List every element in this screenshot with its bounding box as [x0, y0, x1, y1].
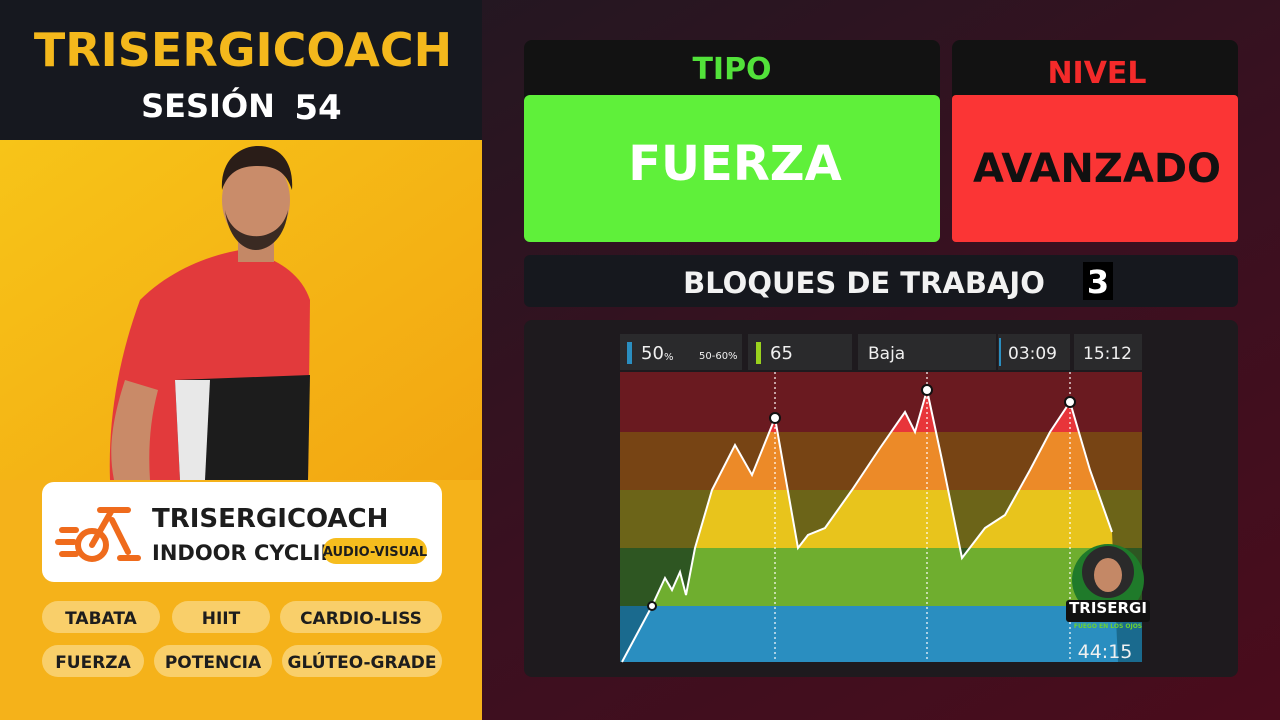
- power-range: 50-60%: [699, 351, 738, 362]
- tag: FUERZA: [55, 653, 131, 673]
- blocks-value: 3: [1087, 263, 1109, 301]
- cadence: 65: [770, 343, 793, 364]
- tag-pill: [42, 601, 160, 633]
- brand-subtitle: INDOOR CYCLING: [152, 541, 355, 565]
- session-number: 54: [294, 88, 341, 128]
- tag: GLÚTEO-GRADE: [288, 651, 437, 673]
- badge: [323, 538, 427, 564]
- marker-dots: [647, 384, 1076, 611]
- tag-pill: [280, 601, 442, 633]
- logo-name: TRISERGI: [1069, 599, 1147, 617]
- tag: HIIT: [202, 609, 241, 629]
- logo: [1066, 544, 1150, 622]
- tag-pill: [282, 645, 442, 677]
- interval-time: 03:09: [1008, 344, 1057, 364]
- intensity: Baja: [868, 344, 905, 364]
- level-value: AVANZADO: [973, 146, 1221, 192]
- coach-photo: [109, 146, 310, 480]
- tag-pill: [154, 645, 272, 677]
- remaining-time: 44:15: [1078, 641, 1133, 663]
- blocks-value-bg: [1083, 262, 1113, 300]
- profile-line: [621, 389, 1113, 663]
- power: 50: [641, 343, 664, 364]
- header-bg: [0, 0, 482, 140]
- type-value: FUERZA: [628, 136, 841, 192]
- tag-pill: [42, 645, 144, 677]
- tag: CARDIO-LISS: [300, 609, 422, 629]
- blocks-label: BLOQUES DE TRABAJO: [683, 266, 1045, 300]
- tag: TABATA: [65, 609, 138, 629]
- title: TRISERGICOACH: [34, 23, 452, 77]
- type-fill: [524, 95, 940, 242]
- type-label: TIPO: [692, 52, 771, 87]
- badge-text: AUDIO-VISUAL: [323, 545, 427, 560]
- tag: POTENCIA: [165, 653, 262, 673]
- level-fill: [952, 95, 1238, 242]
- brand-title: TRISERGICOACH: [152, 504, 388, 534]
- logo-tagline: FUEGO EN LOS OJOS: [1074, 623, 1142, 630]
- panel-header: [620, 334, 1142, 370]
- session-label: SESIÓN: [141, 86, 275, 125]
- elapsed-time: 15:12: [1083, 344, 1132, 364]
- level-label: NIVEL: [1047, 56, 1146, 91]
- tag-pill: [172, 601, 270, 633]
- tags: TABATA HIIT CARDIO-LISS FUERZA POTENCIA …: [42, 601, 442, 677]
- blocks-bar: [524, 255, 1238, 307]
- power-unit: %: [664, 352, 674, 363]
- bike-icon: [55, 507, 141, 562]
